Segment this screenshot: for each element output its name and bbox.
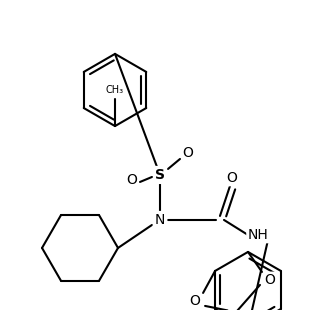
Text: O: O [227, 171, 237, 185]
Text: O: O [265, 273, 275, 287]
Text: CH₃: CH₃ [106, 86, 124, 95]
Text: O: O [183, 146, 193, 160]
Text: NH: NH [248, 228, 268, 242]
Text: O: O [190, 294, 201, 308]
Text: O: O [126, 173, 138, 187]
Text: S: S [155, 168, 165, 182]
Text: N: N [155, 213, 165, 227]
